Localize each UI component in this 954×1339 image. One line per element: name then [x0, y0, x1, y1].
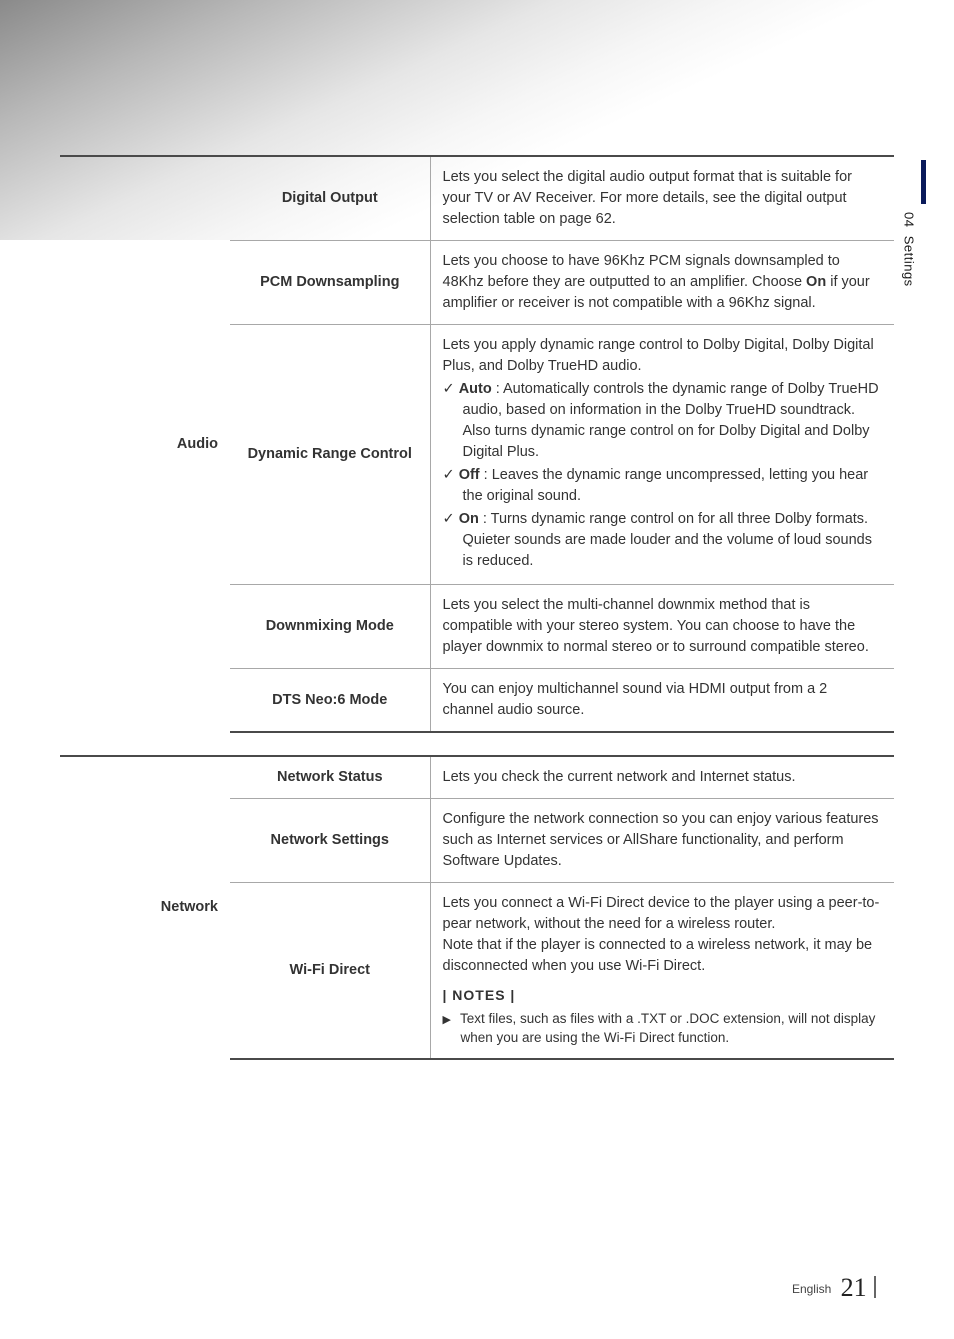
settings-table-audio: AudioDigital OutputLets you select the d… — [60, 155, 894, 733]
setting-item-label: Digital Output — [230, 156, 430, 241]
setting-item-label: Network Settings — [230, 799, 430, 883]
table-gap — [60, 733, 894, 755]
side-tab-accent — [921, 160, 926, 204]
category-label: Audio — [60, 156, 230, 732]
setting-item-description: Lets you check the current network and I… — [430, 756, 894, 799]
side-tab-number: 04 — [902, 212, 917, 227]
footer-bar — [874, 1276, 876, 1298]
setting-item-description: Configure the network connection so you … — [430, 799, 894, 883]
setting-item-description: Lets you apply dynamic range control to … — [430, 325, 894, 585]
footer-language: English — [792, 1282, 831, 1296]
setting-item-description: You can enjoy multichannel sound via HDM… — [430, 669, 894, 733]
page-content: AudioDigital OutputLets you select the d… — [0, 0, 954, 1060]
setting-item-label: Wi-Fi Direct — [230, 883, 430, 1059]
category-label: Network — [60, 756, 230, 1058]
setting-item-label: Dynamic Range Control — [230, 325, 430, 585]
side-tab-text: 04 Settings — [902, 212, 917, 287]
footer-page-number: 21 — [841, 1273, 867, 1302]
settings-table-network: NetworkNetwork StatusLets you check the … — [60, 755, 894, 1059]
setting-item-label: PCM Downsampling — [230, 241, 430, 325]
setting-item-description: Lets you connect a Wi-Fi Direct device t… — [430, 883, 894, 1059]
side-tab-name: Settings — [902, 236, 917, 287]
setting-item-description: Lets you select the multi-channel downmi… — [430, 585, 894, 669]
setting-item-description: Lets you select the digital audio output… — [430, 156, 894, 241]
notes-header: | NOTES | — [443, 985, 883, 1005]
setting-item-label: Network Status — [230, 756, 430, 799]
note-line: ▶ Text files, such as files with a .TXT … — [443, 1010, 883, 1048]
setting-item-label: Downmixing Mode — [230, 585, 430, 669]
setting-item-label: DTS Neo:6 Mode — [230, 669, 430, 733]
setting-item-description: Lets you choose to have 96Khz PCM signal… — [430, 241, 894, 325]
page-footer: English 21 — [792, 1273, 876, 1303]
side-tab: 04 Settings — [892, 160, 926, 320]
